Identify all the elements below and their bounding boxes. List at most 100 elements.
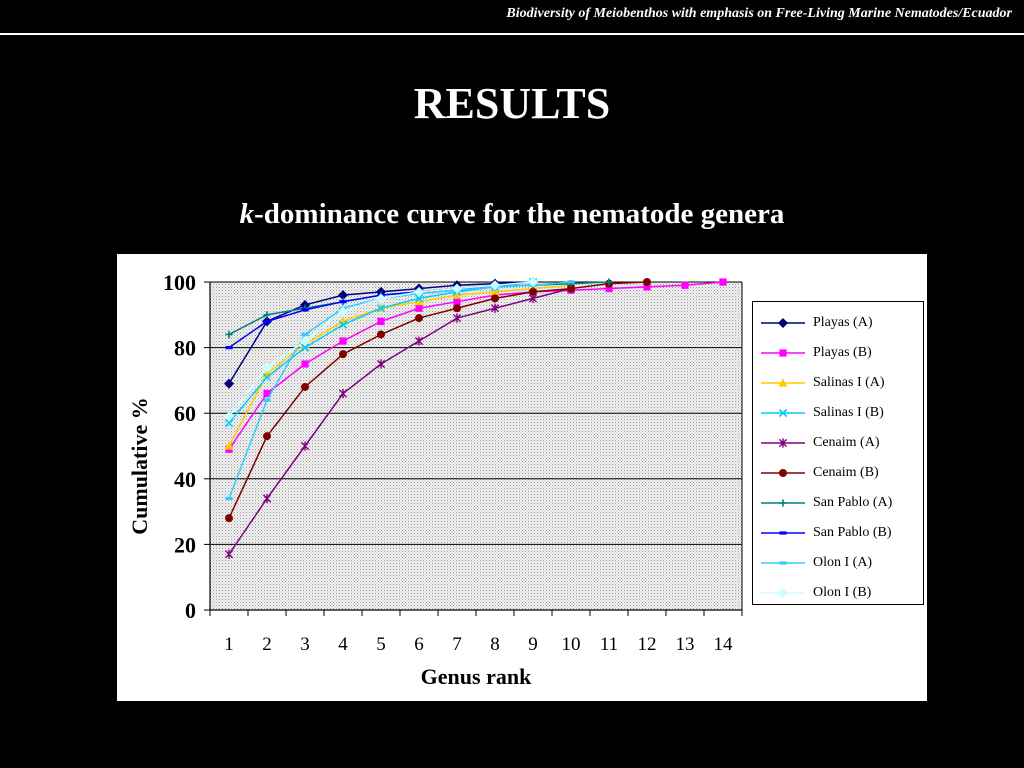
legend: Playas (A) Playas (B) Salinas I (A) Salinas… — [752, 301, 924, 605]
legend-item-cenaim-b: Cenaim (B) — [753, 458, 923, 488]
y-tick-label: 0 — [185, 598, 196, 623]
series-line-salinas-i-a — [228, 284, 572, 447]
data-point-salinas-i-a — [490, 287, 500, 296]
data-point-olon-i-b — [527, 276, 539, 288]
y-tick-label: 40 — [174, 467, 196, 492]
data-point-san-pablo-b — [339, 300, 347, 304]
x-tick-label: 8 — [490, 634, 500, 655]
legend-swatch-marker — [777, 587, 789, 599]
y-tick-label: 20 — [174, 532, 196, 557]
data-point-cenaim-a — [300, 441, 310, 451]
y-tick-label: 80 — [174, 336, 196, 361]
legend-label: San Pablo (A) — [813, 495, 893, 510]
data-point-san-pablo-b — [301, 308, 309, 312]
data-point-cenaim-b — [643, 278, 651, 286]
data-point-cenaim-a — [262, 493, 272, 504]
data-point-playas-b — [719, 278, 727, 286]
data-point-olon-i-b — [413, 286, 425, 297]
data-point-salinas-i-a — [414, 297, 424, 306]
data-point-cenaim-b — [453, 304, 461, 313]
data-point-playas-a — [223, 378, 235, 389]
data-point-salinas-i-a — [224, 441, 234, 450]
series-line-playas-b — [228, 281, 724, 450]
data-point-playas-b — [643, 283, 651, 291]
data-point-san-pablo-b — [225, 346, 233, 350]
data-point-playas-b — [301, 360, 309, 368]
data-point-olon-i-a — [301, 332, 309, 337]
data-point-salinas-i-b — [300, 343, 310, 352]
legend-swatch-marker — [779, 349, 787, 357]
legend-item-playas-b: Playas (B) — [753, 338, 923, 368]
data-point-olon-i-b — [375, 293, 387, 304]
series-line-cenaim-a — [228, 287, 572, 555]
data-point-playas-b — [377, 317, 385, 325]
series-olon-i-b — [223, 276, 539, 422]
legend-swatch-marker — [778, 408, 788, 418]
data-point-playas-b — [453, 298, 461, 306]
data-point-cenaim-a — [224, 549, 234, 559]
legend-swatch — [761, 587, 805, 599]
legend-label: San Pablo (B) — [813, 525, 892, 540]
data-point-cenaim-b — [301, 382, 309, 391]
y-tick-label: 60 — [174, 401, 196, 426]
legend-swatch-marker — [778, 438, 788, 448]
data-point-san-pablo-b — [263, 319, 271, 323]
data-point-playas-b — [415, 304, 423, 312]
header-text: Biodiversity of Meiobenthos with emphasi… — [506, 6, 1012, 21]
slide-title: RESULTS — [413, 79, 611, 128]
legend-item-playas-a: Playas (A) — [753, 308, 923, 338]
legend-swatch — [761, 408, 805, 418]
x-tick-label: 4 — [338, 634, 348, 655]
data-point-cenaim-b — [263, 432, 271, 441]
y-axis-label: Cumulative % — [127, 397, 152, 535]
data-point-san-pablo-a — [225, 330, 233, 339]
legend-swatch — [761, 561, 805, 565]
legend-label: Cenaim (A) — [813, 435, 880, 450]
legend-label: Salinas I (A) — [813, 375, 885, 390]
legend-swatch — [761, 438, 805, 448]
legend-swatch-marker — [778, 378, 788, 387]
legend-item-olon-i-b: Olon I (B) — [753, 578, 923, 608]
legend-swatch — [761, 317, 805, 329]
x-tick-label: 3 — [300, 634, 310, 655]
data-point-olon-i-b — [451, 283, 463, 294]
data-point-cenaim-b — [491, 294, 499, 303]
legend-swatch — [761, 531, 805, 535]
data-point-olon-i-b — [223, 411, 235, 422]
data-point-salinas-i-a — [452, 290, 462, 299]
legend-swatch — [761, 378, 805, 387]
data-point-olon-i-b — [299, 336, 311, 347]
data-point-olon-i-b — [489, 280, 501, 291]
legend-item-salinas-i-b: Salinas I (B) — [753, 398, 923, 428]
y-tick-label: 100 — [163, 270, 196, 295]
x-tick-label: 6 — [414, 634, 424, 655]
x-tick-label: 1 — [224, 634, 234, 655]
legend-item-cenaim-a: Cenaim (A) — [753, 428, 923, 458]
data-point-cenaim-b — [415, 314, 423, 323]
data-point-playas-b — [339, 337, 347, 345]
data-point-san-pablo-a — [605, 278, 613, 286]
data-point-san-pablo-a — [263, 311, 271, 319]
data-point-cenaim-b — [529, 287, 537, 296]
x-tick-label: 10 — [562, 634, 581, 655]
data-point-salinas-i-b — [376, 304, 386, 313]
legend-swatch-marker — [779, 469, 787, 477]
legend-swatch-marker — [779, 561, 787, 565]
legend-label: Playas (B) — [813, 345, 872, 360]
x-tick-label: 5 — [376, 634, 386, 655]
legend-swatch-marker — [779, 499, 787, 507]
data-point-cenaim-a — [338, 388, 348, 399]
data-point-playas-b — [681, 281, 689, 289]
legend-label: Cenaim (B) — [813, 465, 879, 480]
x-tick-label: 7 — [452, 634, 462, 655]
x-tick-label: 13 — [676, 634, 695, 655]
legend-swatch-marker — [779, 531, 787, 535]
legend-item-salinas-i-a: Salinas I (A) — [753, 368, 923, 398]
data-point-cenaim-a — [376, 359, 386, 369]
data-point-olon-i-a — [567, 280, 575, 284]
data-point-cenaim-a — [452, 313, 462, 323]
x-tick-label: 9 — [528, 634, 538, 655]
data-point-salinas-i-b — [338, 320, 348, 329]
data-point-cenaim-b — [339, 350, 347, 359]
data-point-salinas-i-b — [224, 418, 234, 428]
